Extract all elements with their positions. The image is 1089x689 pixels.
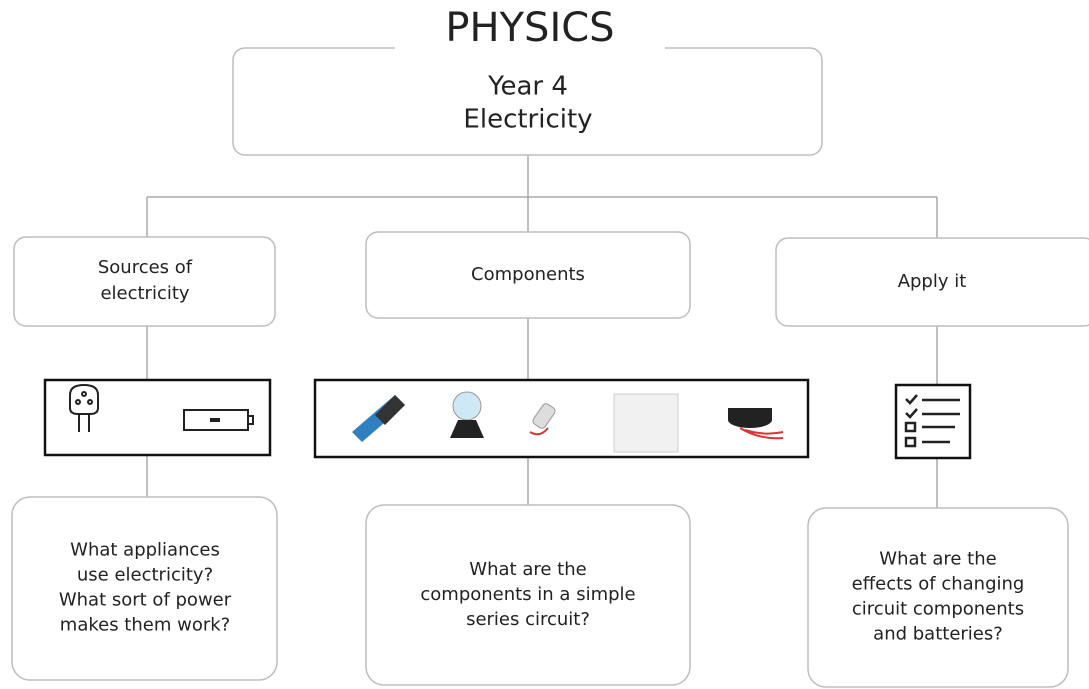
branch-label: Sources of xyxy=(98,257,193,278)
question-text: circuit components xyxy=(852,599,1024,620)
root-box xyxy=(233,48,822,155)
question-box xyxy=(808,508,1068,687)
root-label: Year 4 xyxy=(487,72,568,102)
question-text: What are the xyxy=(879,549,996,570)
branch-box xyxy=(14,237,275,326)
question-box xyxy=(12,497,277,680)
question-text: What appliances xyxy=(70,540,220,561)
question-text: effects of changing xyxy=(852,574,1025,595)
question-text: use electricity? xyxy=(77,565,213,586)
question-text: and batteries? xyxy=(873,624,1003,645)
root-label: Electricity xyxy=(463,105,592,135)
question-text: What are the xyxy=(469,559,586,580)
question-text: makes them work? xyxy=(60,615,230,636)
question-text: components in a simple xyxy=(420,584,635,605)
branch-label: Apply it xyxy=(898,271,967,292)
branch-label: electricity xyxy=(100,283,189,304)
branch-label: Components xyxy=(471,264,585,285)
diagram: PHYSICS Year 4 Electricity Sources of ele… xyxy=(0,0,1089,689)
question-text: What sort of power xyxy=(59,590,232,611)
title: PHYSICS xyxy=(445,5,614,51)
question-text: series circuit? xyxy=(466,609,590,630)
